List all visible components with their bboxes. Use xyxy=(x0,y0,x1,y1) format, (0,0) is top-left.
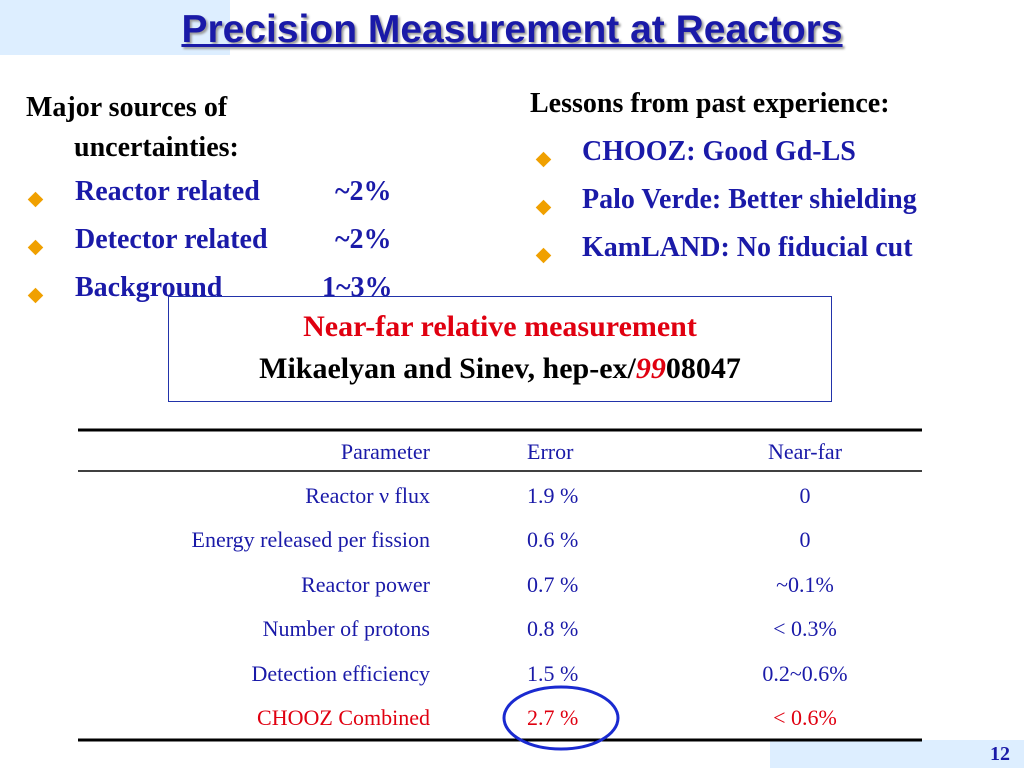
right-heading: Lessons from past experience: xyxy=(530,88,890,119)
table-cell: 0.7 % xyxy=(527,571,579,597)
item: CHOOZ: Good Gd-LS xyxy=(582,136,856,167)
table-cell: 2.7 % xyxy=(527,705,579,730)
corner-band xyxy=(0,0,230,55)
callout-box: Near-far relative measurement Mikaelyan … xyxy=(168,296,832,402)
table-cell: 1.5 % xyxy=(527,660,579,686)
table-cell: ~0.1% xyxy=(776,571,834,597)
text: 99 xyxy=(635,352,666,385)
table-cell: 0.6 % xyxy=(527,527,579,553)
text: 08047 xyxy=(665,352,741,385)
table-cell: Reactor power xyxy=(301,571,430,597)
table-cell: 0 xyxy=(799,527,811,553)
callout-line: Near-far relative measurement xyxy=(303,310,697,343)
table-cell: Reactor ν flux xyxy=(305,483,430,508)
footer-band xyxy=(770,740,1024,768)
slide-title: Precision Measurement at Reactors xyxy=(181,8,843,51)
item-label: Reactor related xyxy=(75,176,260,207)
page-number: 12 xyxy=(990,743,1010,765)
item: KamLAND: No fiducial cut xyxy=(582,232,913,263)
table-cell: Parameter xyxy=(340,439,430,464)
item-value: ~2% xyxy=(335,224,392,255)
table-cell: CHOOZ Combined xyxy=(257,705,430,730)
table-cell: Energy released per fission xyxy=(191,527,430,553)
table-cell: Number of protons xyxy=(262,616,430,642)
table-cell: < 0.3% xyxy=(773,616,837,642)
table-cell: Detection efficiency xyxy=(251,660,430,686)
item-label: Detector related xyxy=(75,224,268,255)
item-value: ~2% xyxy=(335,176,392,207)
table-cell: 0.8 % xyxy=(527,616,579,642)
table-cell: 0.2~0.6% xyxy=(762,660,848,686)
item: Palo Verde: Better shielding xyxy=(582,184,917,215)
table-cell: < 0.6% xyxy=(773,705,837,730)
table-cell: 1.9 % xyxy=(527,483,579,508)
text: Mikaelyan and Sinev, hep-ex/ xyxy=(259,352,636,385)
callout-line: Mikaelyan and Sinev, hep-ex/9908047 xyxy=(169,347,831,391)
highlight-circle xyxy=(502,685,620,751)
table-cell: 0 xyxy=(799,483,811,508)
left-heading: Major sources of uncertainties: xyxy=(26,92,239,163)
table-cell: Error xyxy=(527,439,574,464)
table-cell: Near-far xyxy=(767,439,843,464)
